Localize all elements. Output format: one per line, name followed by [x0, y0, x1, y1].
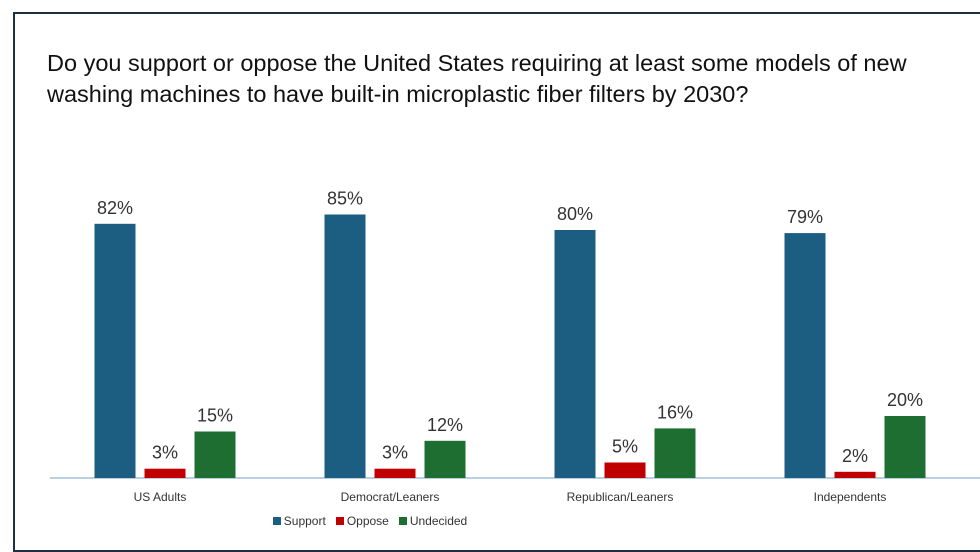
legend-swatch-support: [272, 517, 281, 525]
category-label: Republican/Leaners: [567, 490, 674, 504]
data-label-oppose: 5%: [612, 437, 638, 457]
bar-undecided: [884, 416, 926, 478]
data-label-support: 85%: [327, 189, 363, 209]
bar-oppose: [374, 468, 416, 478]
bar-oppose: [604, 462, 646, 478]
legend-swatch-undecided: [398, 517, 407, 525]
chart-title: Do you support or oppose the United Stat…: [47, 50, 907, 107]
data-label-oppose: 3%: [382, 443, 408, 463]
legend-label-oppose: Oppose: [346, 514, 389, 528]
bar-undecided: [194, 431, 236, 478]
category-label: US Adults: [134, 490, 187, 504]
bar-support: [554, 230, 596, 478]
bar-oppose: [834, 471, 876, 478]
legend-item-undecided: Undecided: [398, 514, 468, 528]
legend-item-support: Support: [272, 514, 326, 528]
bar-undecided: [654, 428, 696, 478]
data-label-undecided: 16%: [657, 402, 693, 422]
data-label-undecided: 12%: [427, 415, 463, 435]
bar-support: [324, 214, 366, 478]
data-label-support: 79%: [787, 207, 823, 227]
bar-support: [784, 233, 826, 478]
data-label-undecided: 15%: [197, 406, 233, 426]
data-label-oppose: 3%: [152, 443, 178, 463]
data-label-undecided: 20%: [887, 390, 923, 410]
bar-support: [94, 223, 136, 478]
bar-oppose: [144, 468, 186, 478]
bar-undecided: [424, 440, 466, 478]
data-label-oppose: 2%: [842, 446, 868, 466]
legend-swatch-oppose: [335, 517, 344, 525]
category-label: Democrat/Leaners: [341, 490, 440, 504]
category-label: Independents: [814, 490, 887, 504]
chart-legend: Support Oppose Undecided: [0, 514, 740, 528]
data-label-support: 82%: [97, 198, 133, 218]
legend-item-oppose: Oppose: [335, 514, 389, 528]
data-label-support: 80%: [557, 204, 593, 224]
legend-label-undecided: Undecided: [409, 514, 468, 528]
legend-label-support: Support: [283, 514, 326, 528]
